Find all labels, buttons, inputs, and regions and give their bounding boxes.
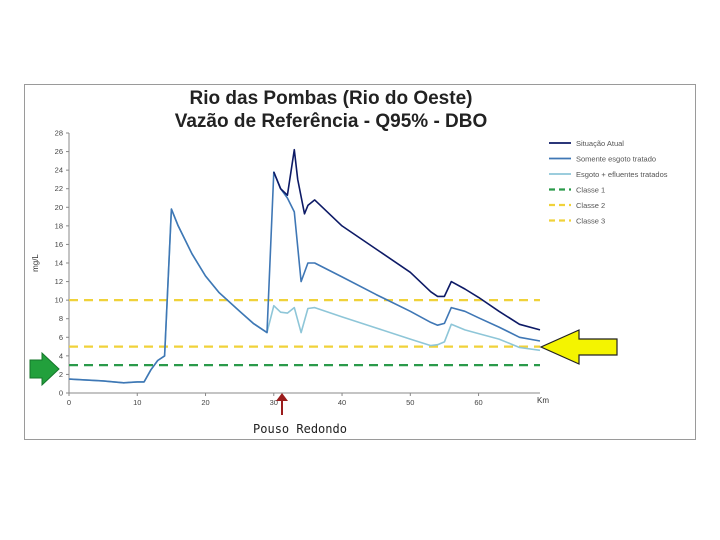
x-tick-label: 10 [133,398,141,407]
y-tick-label: 20 [55,203,63,212]
x-tick-label: 40 [338,398,346,407]
pouso-redondo-label: Pouso Redondo [253,422,347,436]
x-tick-label: 60 [474,398,482,407]
x-ticks: 0 10 20 30 40 50 60 [67,393,483,407]
series-line-esgoto-efluentes-tratados [68,208,541,384]
y-tick-label: 28 [55,129,63,138]
y-tick-label: 4 [59,351,63,360]
dbo-line-chart: Rio das Pombas (Rio do Oeste) Vazão de R… [29,88,668,436]
chart-title-line-1: Rio das Pombas (Rio do Oeste) [190,88,473,109]
y-tick-label: 16 [55,240,63,249]
pouso-redondo-arrow [276,393,288,415]
x-tick-label: 30 [270,398,278,407]
y-tick-label: 12 [55,277,63,286]
y-tick-label: 26 [55,147,63,156]
series-line-somente-esgoto-tratado [68,171,541,384]
y-tick-label: 8 [59,314,63,323]
x-tick-label: 20 [201,398,209,407]
y-tick-label: 22 [55,184,63,193]
chart-frame: Rio das Pombas (Rio do Oeste) Vazão de R… [24,84,696,440]
y-tick-label: 14 [55,259,63,268]
x-tick-label: 0 [67,398,71,407]
legend-label-classe-3: Classe 3 [576,216,605,225]
legend-label-somente-esgoto-tratado: Somente esgoto tratado [576,154,656,163]
x-axis-label: Km [537,396,549,405]
green-arrow-right [29,351,60,387]
y-tick-label: 6 [59,333,63,342]
y-tick-label: 10 [55,296,63,305]
annotations: Pouso Redondo [29,329,618,436]
series-layer [68,148,541,384]
legend: Situação Atual Somente esgoto tratado Esgo… [549,139,668,225]
legend-label-esgoto-efluentes-tratados: Esgoto + efluentes tratados [576,170,668,179]
y-axis-label: mg/L [31,254,40,272]
y-tick-label: 18 [55,221,63,230]
y-tick-label: 0 [59,389,63,398]
legend-label-situacao-atual: Situação Atual [576,139,624,148]
chart-title-line-2: Vazão de Referência - Q95% - DBO [175,111,488,132]
yellow-arrow-left [539,329,618,365]
x-tick-label: 50 [406,398,414,407]
y-tick-label: 2 [59,370,63,379]
legend-label-classe-1: Classe 1 [576,185,605,194]
y-tick-label: 24 [55,166,63,175]
series-line-situacao-atual [273,148,541,331]
legend-label-classe-2: Classe 2 [576,201,605,210]
